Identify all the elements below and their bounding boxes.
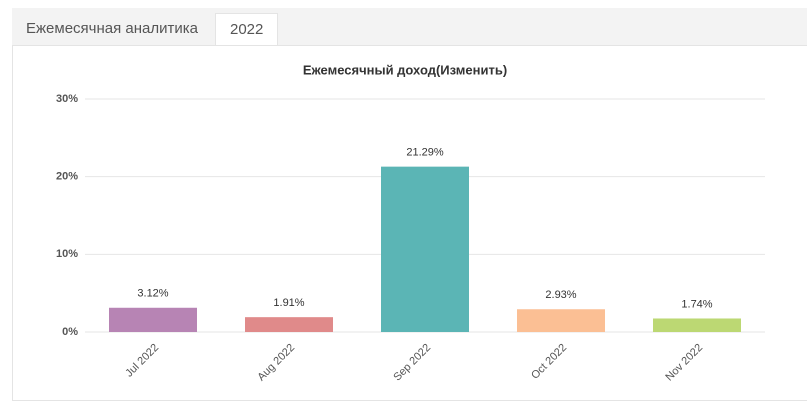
value-label: 1.91% bbox=[273, 297, 304, 309]
y-tick-label: 10% bbox=[56, 248, 78, 260]
x-tick-label: Aug 2022 bbox=[255, 342, 297, 384]
tab-active[interactable]: 2022 bbox=[215, 13, 279, 45]
tab[interactable]: Ежемесячная аналитика bbox=[26, 20, 198, 37]
x-tick-label: Nov 2022 bbox=[663, 342, 705, 384]
y-tick-label: 30% bbox=[56, 93, 78, 105]
x-tick-label: Oct 2022 bbox=[529, 342, 569, 382]
x-tick-label: Sep 2022 bbox=[391, 342, 433, 384]
bar bbox=[653, 318, 741, 332]
y-tick-label: 20% bbox=[56, 171, 78, 183]
chart-title: Ежемесячный доход(Изменить) bbox=[303, 62, 507, 77]
x-tick-label: Jul 2022 bbox=[123, 342, 161, 380]
value-label: 3.12% bbox=[137, 288, 168, 300]
tab-bar: Ежемесячная аналитика 2022 bbox=[12, 8, 807, 46]
value-label: 1.74% bbox=[681, 298, 712, 310]
y-tick-label: 0% bbox=[62, 326, 78, 338]
value-label: 2.93% bbox=[545, 289, 576, 301]
chart-panel bbox=[12, 45, 807, 401]
bar bbox=[245, 317, 333, 332]
bar bbox=[381, 166, 469, 332]
bar bbox=[109, 307, 197, 332]
value-label: 21.29% bbox=[406, 147, 444, 159]
bar bbox=[517, 309, 605, 332]
